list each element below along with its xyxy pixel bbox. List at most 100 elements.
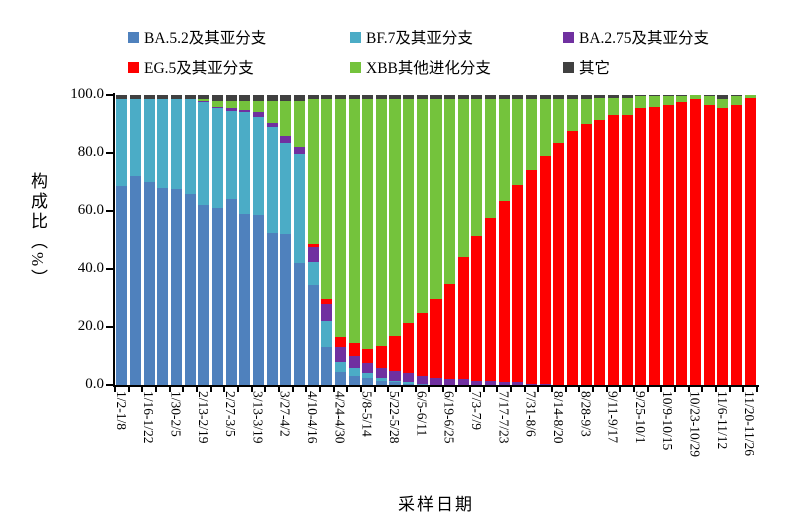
- bar-segment: [621, 95, 633, 98]
- bar-segment: [348, 376, 360, 385]
- bar-segment: [252, 215, 264, 385]
- legend-item: EG.5及其亚分支: [128, 56, 254, 78]
- y-axis-label: 80.0: [77, 144, 104, 160]
- x-axis-label: 8/28-9/3: [578, 391, 594, 437]
- y-axis-line: [113, 93, 115, 387]
- bar-segment: [321, 303, 333, 322]
- x-tick: [264, 387, 267, 392]
- bar: [662, 95, 674, 385]
- x-tick: [455, 387, 458, 392]
- x-axis-label: 3/13-3/19: [250, 391, 266, 444]
- bar-segment: [539, 383, 551, 385]
- bar-segment: [389, 335, 401, 371]
- x-tick: [578, 387, 581, 392]
- legend-swatch-icon: [563, 31, 574, 43]
- bar-segment: [580, 99, 592, 124]
- x-tick: [523, 387, 526, 392]
- x-tick: [564, 387, 567, 392]
- y-axis-label: 100.0: [70, 86, 104, 102]
- bar-segment: [403, 373, 415, 383]
- bar-segment: [334, 337, 346, 348]
- x-axis-line: [113, 385, 759, 387]
- x-tick: [400, 387, 403, 392]
- x-axis-label: 9/25-10/1: [632, 391, 648, 444]
- bar-segment: [703, 96, 715, 106]
- bar: [471, 95, 483, 385]
- legend-item: BA.2.75及其亚分支: [563, 26, 709, 48]
- bar-segment: [608, 95, 620, 98]
- bar-segment: [116, 99, 128, 187]
- bar-segment: [198, 95, 210, 100]
- bar-segment: [211, 106, 223, 109]
- x-axis-label: 1/2-1/8: [113, 391, 129, 430]
- legend-label: EG.5及其亚分支: [144, 60, 254, 77]
- bar-segment: [662, 105, 674, 385]
- bar-segment: [157, 95, 169, 100]
- bar-segment: [170, 95, 182, 100]
- bar: [580, 95, 592, 385]
- bar-segment: [730, 95, 743, 97]
- bar-segment: [403, 382, 415, 384]
- bar-segment: [512, 382, 524, 385]
- x-tick: [756, 387, 758, 392]
- bar-segment: [225, 100, 237, 109]
- bar-segment: [416, 383, 428, 385]
- bar-segment: [239, 100, 251, 110]
- bar: [676, 95, 688, 385]
- legend-item: XBB其他进化分支: [350, 56, 491, 78]
- bar-segment: [252, 95, 264, 101]
- bar-segment: [526, 95, 538, 100]
- x-tick: [619, 387, 622, 392]
- bar-segment: [471, 95, 483, 100]
- x-axis-label: 11/20-11/26: [742, 391, 758, 456]
- bar: [744, 95, 756, 385]
- bar: [252, 95, 264, 385]
- bar-segment: [362, 377, 374, 385]
- x-tick: [715, 387, 718, 392]
- bar-segment: [703, 95, 715, 97]
- x-tick: [551, 387, 554, 392]
- bar-segment: [252, 116, 264, 216]
- bar: [703, 95, 715, 385]
- x-axis-label: 9/11-9/17: [605, 391, 621, 443]
- bar-segment: [348, 356, 360, 368]
- bar-segment: [416, 376, 428, 384]
- bar-segment: [389, 370, 401, 381]
- bar-segment: [621, 97, 633, 116]
- bar-segment: [485, 99, 497, 219]
- x-tick: [728, 387, 731, 392]
- x-axis-label: 2/13-2/19: [195, 391, 211, 444]
- bar-segment: [280, 100, 292, 136]
- bar-segment: [457, 95, 469, 100]
- bar-segment: [457, 257, 469, 380]
- bar: [198, 95, 210, 385]
- x-axis-label: 10/23-10/29: [687, 391, 703, 457]
- bar-segment: [389, 380, 401, 383]
- bar-segment: [744, 97, 756, 385]
- bar: [280, 95, 292, 385]
- bar-segment: [662, 96, 674, 106]
- bar-segment: [198, 102, 210, 206]
- y-axis-label: 20.0: [77, 318, 104, 334]
- bar-segment: [553, 142, 565, 385]
- bar-segment: [690, 99, 702, 385]
- bar-segment: [225, 199, 237, 385]
- bar-segment: [170, 99, 182, 190]
- bar: [594, 95, 606, 385]
- y-axis-title: 构成比（%）: [28, 172, 47, 290]
- bar-segment: [252, 112, 264, 117]
- bar-segment: [129, 95, 141, 100]
- bar-segment: [553, 95, 565, 100]
- bar: [389, 95, 401, 385]
- bar-segment: [744, 95, 756, 98]
- bar-segment: [321, 99, 333, 300]
- bar-segment: [375, 95, 387, 100]
- bar-segment: [362, 95, 374, 100]
- bar-segment: [280, 95, 292, 101]
- y-axis-label: 0.0: [85, 376, 104, 392]
- x-tick: [291, 387, 294, 392]
- x-axis-label: 4/24-4/30: [332, 391, 348, 444]
- x-tick: [687, 387, 690, 392]
- bar-segment: [416, 312, 428, 377]
- x-axis-label: 1/16-1/22: [141, 391, 157, 444]
